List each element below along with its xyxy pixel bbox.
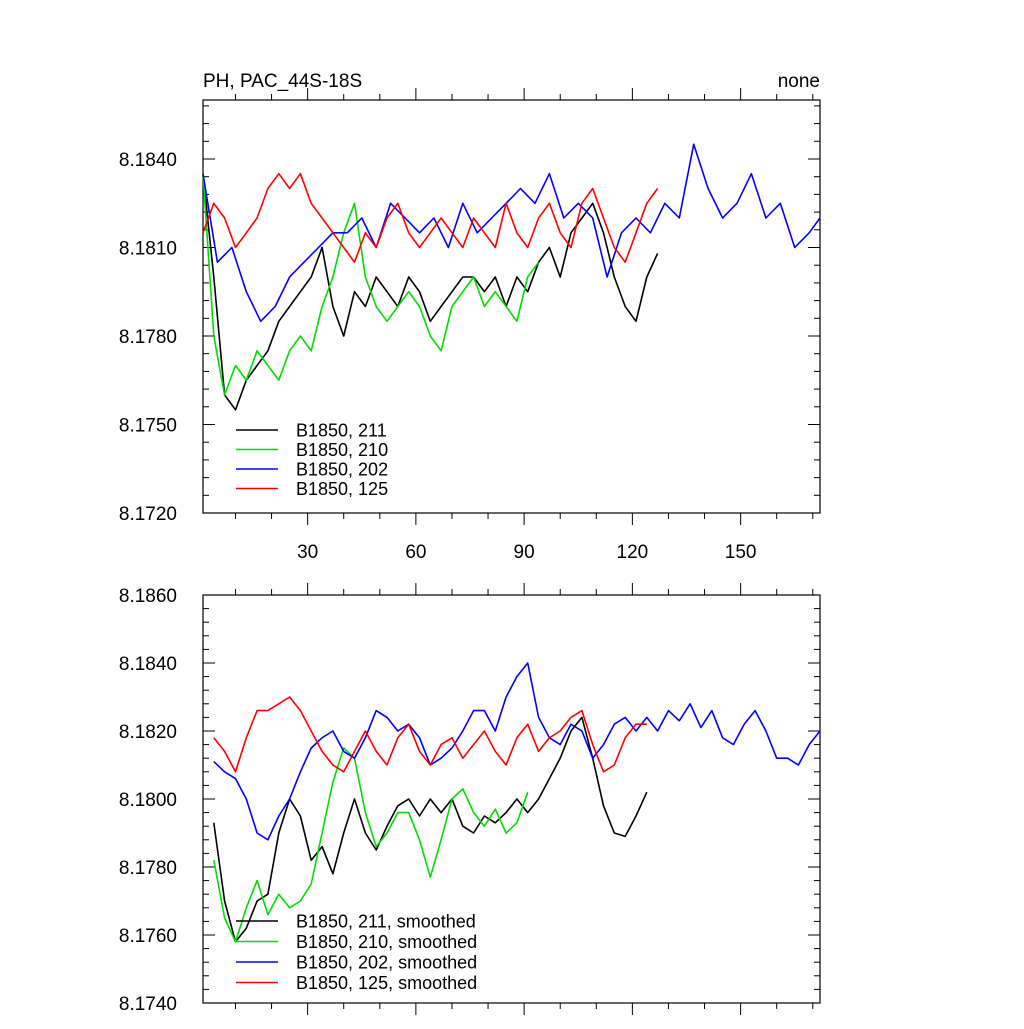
y-tick-label: 8.1840: [119, 654, 177, 675]
y-tick-label: 8.1740: [119, 994, 177, 1015]
y-tick-label: 8.1800: [119, 790, 177, 811]
series-line: [213, 747, 529, 943]
legend-label: B1850, 202: [296, 460, 388, 480]
y-tick-label: 8.1750: [119, 416, 177, 437]
y-tick-label: 8.1780: [119, 858, 177, 879]
x-tick-label: 150: [725, 542, 757, 563]
title-left: PH, PAC_44S-18S: [203, 71, 362, 92]
x-tick-label: 60: [405, 542, 426, 563]
y-tick-label: 8.1840: [119, 150, 177, 171]
title-right: none: [778, 71, 820, 92]
series-line: [213, 662, 821, 841]
legend-label: B1850, 202, smoothed: [296, 953, 477, 973]
legend-label: B1850, 125: [296, 479, 388, 499]
series-line: [202, 143, 821, 323]
legend-label: B1850, 210, smoothed: [296, 932, 477, 952]
y-tick-label: 8.1860: [119, 586, 177, 607]
y-tick-label: 8.1720: [119, 504, 177, 525]
legend-label: B1850, 125, smoothed: [296, 973, 477, 993]
series-line: [202, 172, 659, 264]
x-tick-label: 120: [617, 542, 649, 563]
y-tick-label: 8.1760: [119, 926, 177, 947]
series-line: [213, 716, 648, 943]
top-panel: 8.1720 8.1750 8.1780 8.1810 8.1840 30 60 90 120 1…: [119, 88, 821, 563]
y-tick-label: 8.1820: [119, 722, 177, 743]
legend-label: B1850, 211: [296, 421, 387, 441]
x-tick-label: 30: [297, 542, 318, 563]
bottom-panel: 8.1740 8.1760 8.1780 8.1800 8.1820 8.1840 8.18…: [119, 583, 821, 1015]
series-line: [213, 696, 647, 773]
series-line: [202, 173, 540, 396]
y-tick-label: 8.1810: [119, 239, 177, 260]
series-line: [202, 173, 659, 411]
y-tick-label: 8.1780: [119, 327, 177, 348]
x-tick-label: 90: [514, 542, 535, 563]
legend-label: B1850, 211, smoothed: [296, 912, 476, 932]
legend-label: B1850, 210: [296, 440, 388, 460]
plot-frame: [202, 99, 821, 514]
